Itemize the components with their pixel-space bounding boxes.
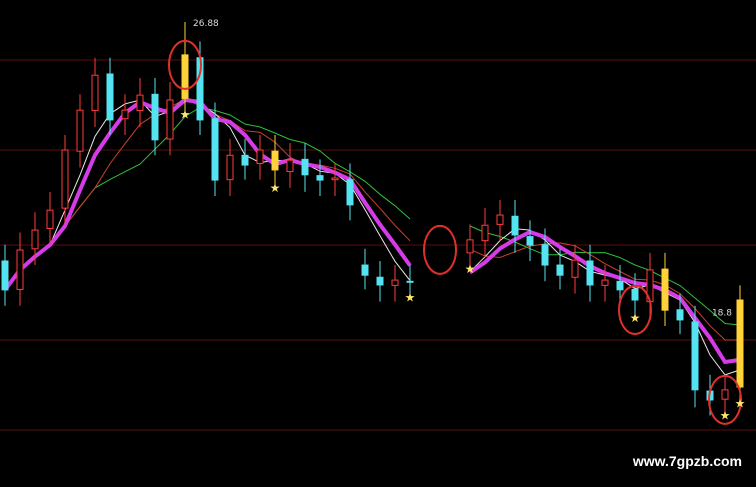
candle-body [586,260,594,286]
candle-body [541,244,549,266]
candle-body [391,279,399,286]
candle-body [466,239,474,254]
candle-body [31,229,39,250]
candle-body [616,280,624,291]
star-marker: ★ [735,396,746,410]
candle-body [46,209,54,229]
candle-body [181,54,189,99]
candle-body [331,177,339,181]
candle-body [106,73,114,121]
candle-body [256,149,264,164]
candle-body [136,94,144,112]
candle-body [61,149,69,209]
star-marker: ★ [180,108,191,122]
candle-body [661,268,669,311]
star-marker: ★ [465,262,476,276]
candle-body [691,321,699,391]
candle-body [376,276,384,286]
candle-body [511,215,519,236]
star-marker: ★ [405,291,416,305]
star-marker: ★ [270,181,281,195]
candle-body [91,74,99,112]
candle-body [271,150,279,171]
candle-body [736,299,744,388]
candle-body [76,109,84,152]
candle-body [481,224,489,242]
watermark: www.7gpzb.com [632,453,742,469]
candle-body [286,159,294,173]
candle-body [166,99,174,140]
circle-marker [618,285,652,336]
candle-body [1,260,9,291]
candle-body [241,154,249,166]
candle-body [631,288,639,301]
candle-body [526,236,534,246]
candle-body [406,280,414,283]
candle-body [721,389,729,400]
candle-body [346,179,354,206]
candle-body [361,264,369,276]
candle-body [211,118,219,181]
candle-body [676,309,684,321]
candle-body [121,109,129,120]
candle-body [301,158,309,176]
candle-body [601,279,609,286]
candle-body [496,214,504,225]
ma-line-red [4,98,740,341]
circle-marker [168,39,202,90]
circle-marker [423,224,457,275]
candle-body [316,175,324,181]
candle-body [556,264,564,276]
price-label: 18.8 [712,308,732,318]
candle-body [16,249,24,290]
star-marker: ★ [630,311,641,325]
circle-marker [708,374,742,425]
candle-body [151,93,159,141]
candle-body [571,259,579,278]
star-marker: ★ [720,408,731,422]
price-label: 26.88 [193,19,219,29]
candle-body [226,154,234,181]
